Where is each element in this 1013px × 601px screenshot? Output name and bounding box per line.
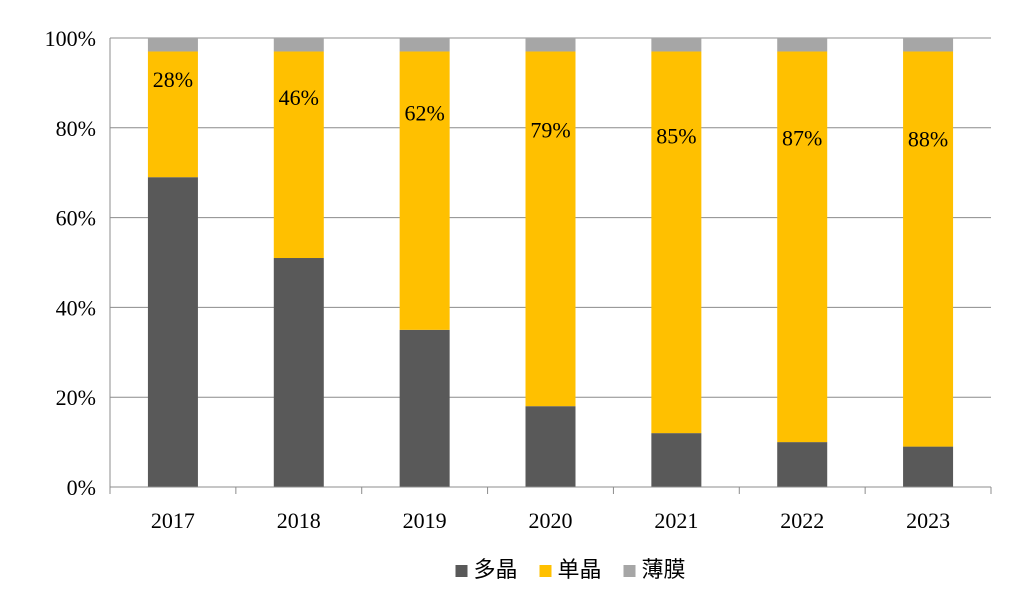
legend-swatch — [455, 565, 468, 577]
legend-swatch — [539, 565, 552, 577]
x-tick-label: 2020 — [529, 508, 573, 533]
data-label: 28% — [153, 67, 193, 92]
legend-swatch — [623, 565, 636, 577]
bar-segment — [903, 446, 954, 487]
x-tick-label: 2019 — [403, 508, 447, 533]
x-tick-label: 2018 — [277, 508, 321, 533]
y-tick-label: 100% — [45, 26, 96, 51]
bar-segment — [147, 38, 198, 52]
legend-label: 多晶 — [474, 558, 518, 583]
bar-segment — [273, 38, 324, 52]
data-label: 46% — [279, 85, 319, 110]
data-label: 85% — [656, 123, 696, 148]
axes — [109, 38, 992, 494]
bar-segment — [903, 51, 954, 447]
data-label: 88% — [908, 126, 948, 151]
data-labels: 28% 46% 62% 79% 85% 87% 88% — [153, 67, 948, 151]
bar-segment — [525, 38, 576, 52]
bar-segment — [777, 442, 828, 487]
data-label: 79% — [530, 118, 570, 143]
bar-segment — [399, 51, 450, 330]
x-tick-label: 2023 — [906, 508, 950, 533]
y-tick-label: 0% — [67, 475, 96, 500]
bar-segment — [147, 177, 198, 487]
data-label: 87% — [782, 125, 822, 150]
y-tick-label: 20% — [56, 385, 96, 410]
y-axis-ticks: 0% 20% 40% 60% 80% 100% — [45, 26, 96, 500]
legend-label: 薄膜 — [642, 558, 686, 583]
y-tick-label: 60% — [56, 206, 96, 231]
bar-segment — [525, 406, 576, 487]
bar-segment — [525, 51, 576, 407]
bar-segment — [777, 51, 828, 443]
bar-segment — [651, 51, 702, 434]
legend-label: 单晶 — [558, 558, 602, 583]
bars — [147, 38, 954, 487]
legend-item: 单晶 — [539, 558, 602, 583]
legend: 多晶 单晶 薄膜 — [455, 558, 686, 583]
x-tick-label: 2017 — [151, 508, 195, 533]
bar-segment — [273, 258, 324, 487]
bar-segment — [777, 38, 828, 52]
bar-segment — [651, 433, 702, 487]
bar-segment — [903, 38, 954, 52]
x-tick-label: 2021 — [654, 508, 698, 533]
bar-segment — [273, 51, 324, 259]
bar-segment — [651, 38, 702, 52]
legend-item: 薄膜 — [623, 558, 686, 583]
legend-item: 多晶 — [455, 558, 518, 583]
bar-segment — [147, 51, 198, 178]
bar-segment — [399, 329, 450, 487]
y-tick-label: 40% — [56, 295, 96, 320]
data-label: 62% — [404, 101, 444, 126]
x-tick-label: 2022 — [780, 508, 824, 533]
y-tick-label: 80% — [56, 116, 96, 141]
x-axis-ticks: 2017 2018 2019 2020 2021 2022 2023 — [151, 508, 950, 533]
bar-segment — [399, 38, 450, 52]
